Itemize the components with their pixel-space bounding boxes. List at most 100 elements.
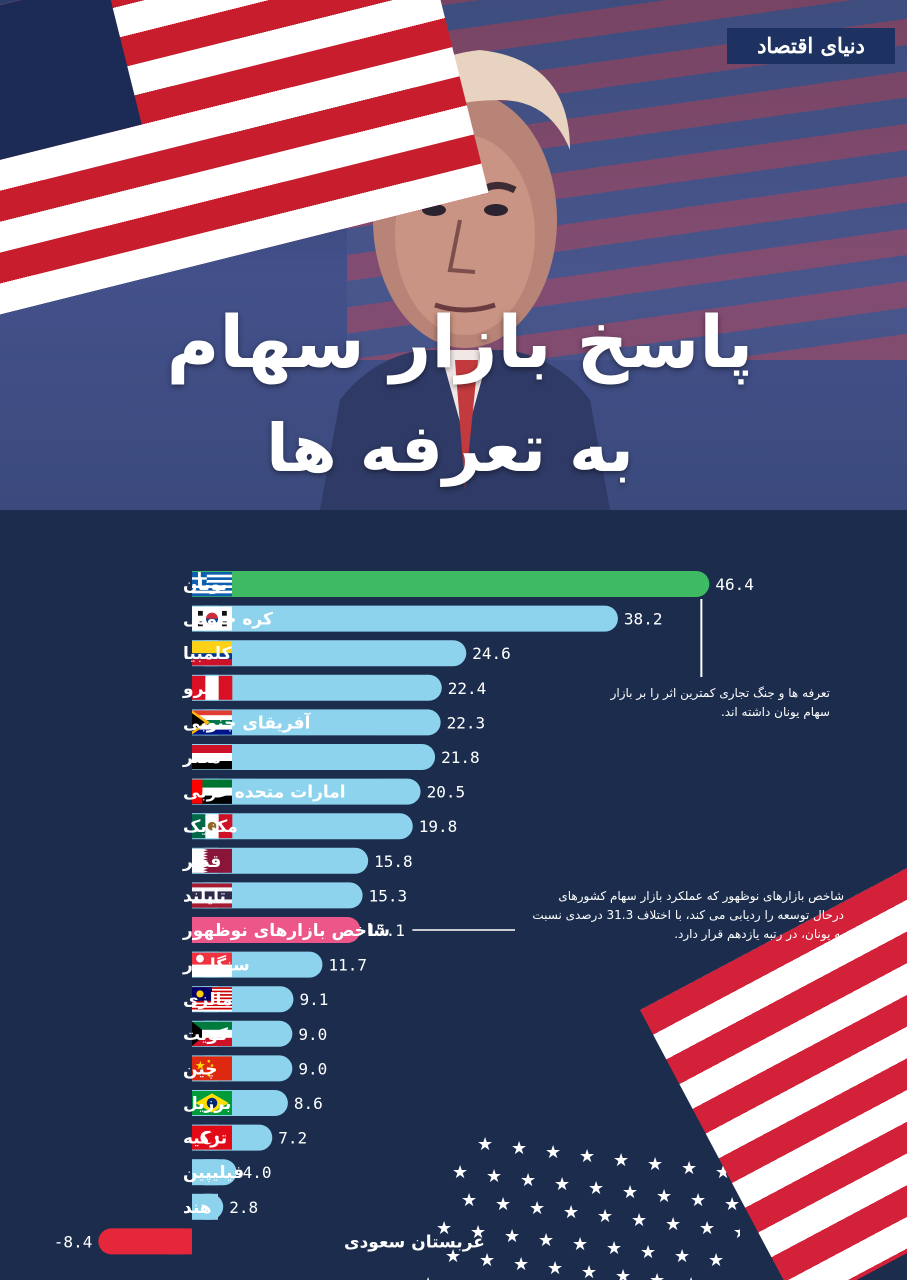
value-label-1: 38.2 bbox=[624, 610, 663, 629]
category-label-3: پرو bbox=[182, 679, 211, 699]
star-icon: ★ bbox=[420, 1274, 436, 1280]
value-label-18: 2.8 bbox=[229, 1198, 258, 1217]
category-label-13: کویت bbox=[183, 1025, 228, 1045]
kuwait-flag-icon bbox=[192, 1021, 232, 1047]
page-title-line-1: پاسخ بازار سهام bbox=[166, 300, 754, 384]
star-icon: ★ bbox=[547, 1258, 563, 1279]
qatar-flag-icon bbox=[192, 848, 232, 873]
colombia-flag-icon bbox=[192, 641, 232, 666]
star-icon: ★ bbox=[674, 1246, 690, 1267]
value-label-7: 19.8 bbox=[419, 817, 458, 836]
category-label-17: فیلیپین bbox=[183, 1163, 244, 1183]
category-label-1: کره جنوبی bbox=[183, 610, 273, 630]
turkey-flag-icon bbox=[192, 1125, 232, 1150]
china-flag-icon: ★ bbox=[192, 1056, 232, 1081]
bar-2 bbox=[192, 640, 467, 667]
peru-flag-icon bbox=[192, 675, 233, 700]
star-icon: ★ bbox=[690, 1190, 706, 1211]
star-icon: ★ bbox=[579, 1146, 595, 1167]
south-africa-flag-icon bbox=[192, 710, 232, 735]
star-icon: ★ bbox=[647, 1154, 663, 1175]
value-label-15: 8.6 bbox=[294, 1094, 323, 1113]
star-icon: ★ bbox=[572, 1234, 588, 1255]
star-icon: ★ bbox=[554, 1174, 570, 1195]
value-label-4: 22.3 bbox=[447, 713, 486, 732]
value-label-14: 9.0 bbox=[298, 1059, 327, 1078]
value-label-16: 7.2 bbox=[278, 1129, 307, 1148]
value-label-5: 21.8 bbox=[441, 748, 480, 767]
star-icon: ★ bbox=[452, 1162, 468, 1183]
category-label-6: امارات متحده عربی bbox=[183, 783, 346, 803]
star-icon: ★ bbox=[495, 1194, 511, 1215]
star-icon: ★ bbox=[665, 1214, 681, 1235]
bar-0 bbox=[192, 571, 710, 597]
star-icon: ★ bbox=[606, 1238, 622, 1259]
uae-flag-icon bbox=[192, 779, 232, 804]
star-icon: ★ bbox=[511, 1138, 527, 1159]
category-label-5: مصر bbox=[182, 748, 221, 768]
value-label-9: 15.3 bbox=[369, 886, 408, 905]
singapore-flag-icon bbox=[192, 952, 232, 977]
value-label-12: 9.1 bbox=[299, 990, 328, 1009]
star-icon: ★ bbox=[681, 1158, 697, 1179]
star-icon: ★ bbox=[717, 1278, 733, 1280]
star-icon: ★ bbox=[520, 1170, 536, 1191]
star-icon: ★ bbox=[631, 1210, 647, 1231]
star-icon: ★ bbox=[588, 1178, 604, 1199]
bar-7 bbox=[192, 813, 413, 840]
greece-flag-icon bbox=[192, 572, 232, 597]
header-banner: دنیای اقتصاد پاسخ بازار سهام به تعرفه ها bbox=[0, 0, 907, 510]
category-label-10: شاخص بازارهای نوظهور bbox=[182, 921, 390, 941]
star-icon: ★ bbox=[581, 1262, 597, 1280]
star-icon: ★ bbox=[649, 1270, 665, 1280]
annotation-greece: تعرفه ها و جنگ تجاری کمترین اثر را بر با… bbox=[610, 686, 830, 719]
star-icon: ★ bbox=[454, 1278, 470, 1280]
flag-stars-decoration: ★ ★ ★ ★ ★ ★ ★ ★ ★ ★ ★ ★ ★ ★ ★ ★ ★ ★ ★ ★ ★ ★ ★ ★ ★ ★ ★ ★ ★ ★ ★ ★ ★ ★ ★ ★ ★ ★ ★ ★… bbox=[420, 1134, 740, 1280]
bar-9 bbox=[192, 882, 363, 909]
svg-text:★: ★ bbox=[195, 1059, 206, 1073]
bar-cap-10 bbox=[192, 917, 218, 943]
star-icon: ★ bbox=[597, 1206, 613, 1227]
category-label-9: تایلند bbox=[183, 886, 226, 906]
bar-cap-18 bbox=[192, 1193, 218, 1220]
south-korea-flag-icon bbox=[192, 606, 232, 631]
bar-cap-17 bbox=[192, 1159, 218, 1186]
bar-cap-19 bbox=[166, 1228, 192, 1255]
category-label-11: سنگاپور bbox=[182, 955, 250, 976]
star-icon: ★ bbox=[461, 1190, 477, 1211]
star-icon: ★ bbox=[563, 1202, 579, 1223]
star-icon: ★ bbox=[615, 1266, 631, 1280]
category-label-15: برزیل bbox=[183, 1094, 231, 1114]
category-label-16: ترکیه bbox=[183, 1129, 227, 1149]
value-label-10: 15.1 bbox=[366, 921, 405, 940]
egypt-flag-icon bbox=[192, 745, 232, 770]
star-icon: ★ bbox=[470, 1222, 486, 1243]
annotation-emerging-index: شاخص بازارهای نوظهور که عملکرد بازار سها… bbox=[532, 889, 844, 941]
star-icon: ★ bbox=[683, 1274, 699, 1280]
category-label-14: چین bbox=[183, 1059, 218, 1079]
bar-5 bbox=[192, 744, 436, 770]
malaysia-flag-icon bbox=[192, 987, 232, 1012]
star-icon: ★ bbox=[513, 1254, 529, 1275]
category-label-0: یونان bbox=[183, 575, 227, 595]
value-label-8: 15.8 bbox=[374, 852, 413, 871]
star-icon: ★ bbox=[733, 1222, 740, 1243]
brazil-flag-icon bbox=[192, 1091, 232, 1115]
category-label-2: کلمبیا bbox=[183, 644, 232, 664]
star-icon: ★ bbox=[529, 1198, 545, 1219]
brand-logo: دنیای اقتصاد bbox=[727, 28, 895, 64]
bar-10 bbox=[192, 917, 361, 943]
star-icon: ★ bbox=[724, 1194, 740, 1215]
bar-8 bbox=[192, 847, 369, 874]
value-label-6: 20.5 bbox=[427, 783, 466, 802]
star-icon: ★ bbox=[504, 1226, 520, 1247]
bar-4 bbox=[192, 709, 441, 736]
star-icon: ★ bbox=[445, 1246, 461, 1267]
star-icon: ★ bbox=[708, 1250, 724, 1271]
thailand-flag-icon bbox=[192, 883, 232, 908]
value-label-3: 22.4 bbox=[448, 679, 487, 698]
value-label-13: 9.0 bbox=[298, 1025, 327, 1044]
value-label-0: 46.4 bbox=[715, 575, 754, 594]
bar-1 bbox=[192, 605, 618, 632]
